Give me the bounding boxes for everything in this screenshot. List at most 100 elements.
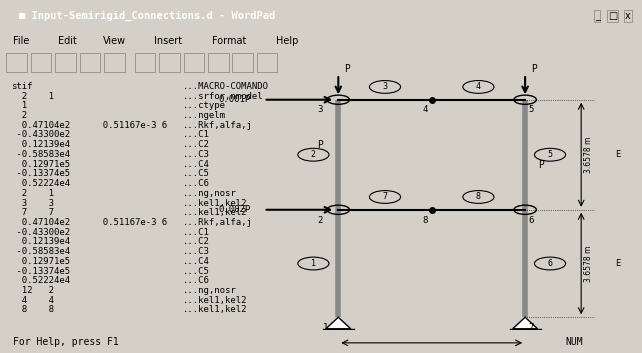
Text: 2: 2 <box>12 111 28 120</box>
Text: 7: 7 <box>528 323 534 332</box>
Text: 0.12139e4: 0.12139e4 <box>12 238 71 246</box>
Text: ...C5: ...C5 <box>182 267 209 276</box>
FancyBboxPatch shape <box>55 54 76 72</box>
Text: 1: 1 <box>323 323 329 332</box>
Text: ...kel1,kel2: ...kel1,kel2 <box>182 208 247 217</box>
Text: Insert: Insert <box>154 36 182 47</box>
Text: 3: 3 <box>383 83 388 91</box>
Text: E: E <box>616 259 621 268</box>
Text: E: E <box>616 150 621 159</box>
FancyBboxPatch shape <box>6 54 27 72</box>
Text: P: P <box>317 139 322 150</box>
Text: 6: 6 <box>152 218 168 227</box>
Text: View: View <box>103 36 126 47</box>
Text: ■ Input-Semirigid_Connections.d - WordPad: ■ Input-Semirigid_Connections.d - WordPa… <box>19 11 275 21</box>
Text: 2    1: 2 1 <box>12 91 55 101</box>
Text: 8: 8 <box>423 216 428 225</box>
Text: 0.51167e-3: 0.51167e-3 <box>92 218 157 227</box>
Text: stif: stif <box>12 82 33 91</box>
Text: ...C3: ...C3 <box>182 247 209 256</box>
Text: ...MACRO-COMANDO: ...MACRO-COMANDO <box>182 82 268 91</box>
Text: ...C6: ...C6 <box>182 276 209 285</box>
Text: 8: 8 <box>476 192 481 202</box>
Text: 0.47104e2: 0.47104e2 <box>12 121 71 130</box>
Text: 0.002P: 0.002P <box>219 205 251 214</box>
Text: 0.52224e4: 0.52224e4 <box>12 179 71 188</box>
Text: ...kel1,kel2: ...kel1,kel2 <box>182 296 247 305</box>
Text: 3.6578 m: 3.6578 m <box>584 245 593 282</box>
Text: File: File <box>13 36 30 47</box>
Text: 6: 6 <box>548 259 553 268</box>
Text: 1: 1 <box>311 259 316 268</box>
FancyBboxPatch shape <box>80 54 100 72</box>
Text: ...C6: ...C6 <box>182 179 209 188</box>
Text: P: P <box>538 160 544 170</box>
Text: 0.12971e5: 0.12971e5 <box>12 257 71 266</box>
Text: -0.43300e2: -0.43300e2 <box>12 228 71 237</box>
Text: Format: Format <box>212 36 247 47</box>
Text: ...C2: ...C2 <box>182 140 209 149</box>
Text: 3: 3 <box>317 106 322 114</box>
Text: 0.12971e5: 0.12971e5 <box>12 160 71 169</box>
Text: ...C1: ...C1 <box>182 228 209 237</box>
Text: 6: 6 <box>152 121 168 130</box>
Text: ...ngelm: ...ngelm <box>182 111 225 120</box>
Text: 7: 7 <box>383 192 388 202</box>
Text: 1: 1 <box>12 101 28 110</box>
Text: 8    8: 8 8 <box>12 305 55 315</box>
Text: 12   2: 12 2 <box>12 286 55 295</box>
FancyBboxPatch shape <box>135 54 155 72</box>
Text: 0.47104e2: 0.47104e2 <box>12 218 71 227</box>
Text: 5: 5 <box>528 106 534 114</box>
Text: -0.13374e5: -0.13374e5 <box>12 267 71 276</box>
Text: P: P <box>345 64 351 74</box>
Text: -0.43300e2: -0.43300e2 <box>12 130 71 139</box>
FancyBboxPatch shape <box>257 54 277 72</box>
Text: -0.58583e4: -0.58583e4 <box>12 247 71 256</box>
Text: ...ctype: ...ctype <box>182 101 225 110</box>
Text: 4    4: 4 4 <box>12 296 55 305</box>
Text: 2: 2 <box>317 216 322 225</box>
Text: ...C2: ...C2 <box>182 238 209 246</box>
Text: ...Rkf,alfa,j: ...Rkf,alfa,j <box>182 121 252 130</box>
Text: ...srfor,nmodel: ...srfor,nmodel <box>182 91 263 101</box>
Text: ...C5: ...C5 <box>182 169 209 178</box>
Text: 0.52224e4: 0.52224e4 <box>12 276 71 285</box>
Text: ...Rkf,alfa,j: ...Rkf,alfa,j <box>182 218 252 227</box>
Text: 4: 4 <box>423 106 428 114</box>
Text: Help: Help <box>276 36 299 47</box>
Text: 0.001P: 0.001P <box>219 95 251 104</box>
Text: ...C1: ...C1 <box>182 130 209 139</box>
FancyBboxPatch shape <box>232 54 253 72</box>
Polygon shape <box>513 317 537 329</box>
Text: Edit: Edit <box>58 36 76 47</box>
Text: P: P <box>532 64 537 74</box>
Text: 3.6578 m: 3.6578 m <box>584 137 593 173</box>
Text: For Help, press F1: For Help, press F1 <box>13 336 119 347</box>
FancyBboxPatch shape <box>104 54 125 72</box>
Text: 4: 4 <box>476 83 481 91</box>
Text: ...C4: ...C4 <box>182 257 209 266</box>
FancyBboxPatch shape <box>208 54 229 72</box>
Text: ...C4: ...C4 <box>182 160 209 169</box>
Text: x: x <box>625 11 630 21</box>
Text: -0.58583e4: -0.58583e4 <box>12 150 71 159</box>
Text: NUM: NUM <box>565 336 582 347</box>
Text: ...C3: ...C3 <box>182 150 209 159</box>
Text: 7    7: 7 7 <box>12 208 55 217</box>
Text: ...ng,nosr: ...ng,nosr <box>182 189 236 198</box>
Text: 6: 6 <box>528 216 534 225</box>
Text: ...kel1,kel2: ...kel1,kel2 <box>182 198 247 208</box>
Text: 0.12139e4: 0.12139e4 <box>12 140 71 149</box>
Text: _: _ <box>594 11 600 21</box>
FancyBboxPatch shape <box>184 54 204 72</box>
Text: 2: 2 <box>311 150 316 159</box>
Text: ...kel1,kel2: ...kel1,kel2 <box>182 305 247 315</box>
Text: □: □ <box>608 11 617 21</box>
Text: 5: 5 <box>548 150 553 159</box>
Text: 2    1: 2 1 <box>12 189 55 198</box>
Text: 0.51167e-3: 0.51167e-3 <box>92 121 157 130</box>
Polygon shape <box>326 317 351 329</box>
FancyBboxPatch shape <box>31 54 51 72</box>
Text: 3    3: 3 3 <box>12 198 55 208</box>
